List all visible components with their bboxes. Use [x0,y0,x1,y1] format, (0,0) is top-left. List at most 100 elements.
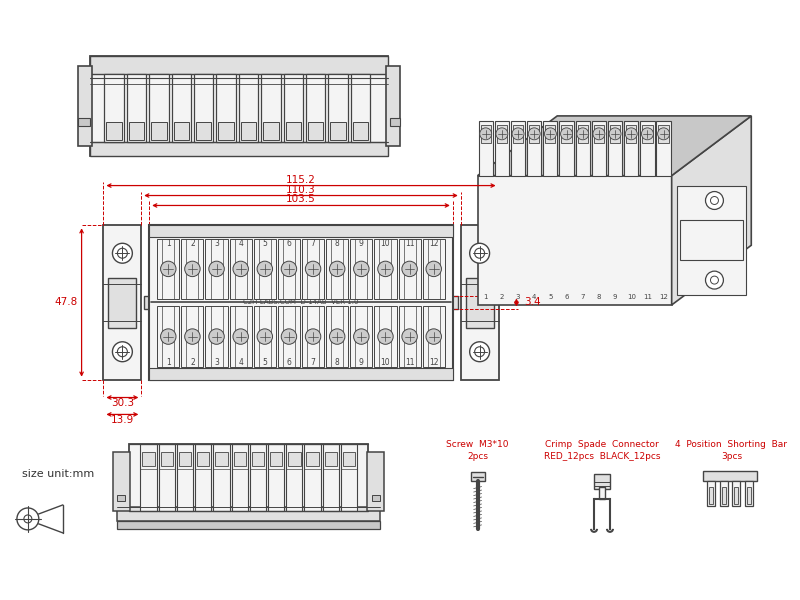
Bar [722,487,726,504]
Bar [372,495,380,501]
Bar [114,452,130,511]
Circle shape [470,342,490,362]
Text: Screw  M3*10: Screw M3*10 [446,440,509,449]
Bar [142,452,154,466]
Circle shape [161,329,176,344]
Text: 4: 4 [238,239,243,248]
Bar [559,121,574,176]
Bar [497,125,507,143]
Bar [283,74,303,142]
Bar [386,66,400,146]
Bar [594,474,610,489]
Bar [592,121,606,176]
Text: C2H-LABS.COM  D-14AB  VER 1.0: C2H-LABS.COM D-14AB VER 1.0 [243,299,358,305]
Text: 11: 11 [405,358,414,367]
Bar [478,176,672,305]
Circle shape [209,261,224,277]
Bar [610,125,620,143]
Bar [529,125,539,143]
Bar [109,278,136,328]
Bar [326,307,348,367]
Circle shape [330,261,345,277]
Bar [422,307,445,367]
Circle shape [354,329,369,344]
Bar [390,118,400,126]
Text: 13.9: 13.9 [110,415,134,425]
Bar [594,125,604,143]
Text: 5: 5 [548,294,553,300]
Bar [150,226,453,380]
Bar [576,121,590,176]
Bar [118,521,380,529]
Bar [543,121,558,176]
Bar [350,307,373,367]
Bar [374,239,397,299]
Bar [206,239,228,299]
Bar [330,122,346,140]
Circle shape [402,329,418,344]
Bar [734,487,738,504]
Bar [150,226,453,238]
Bar [118,495,126,501]
Bar [350,239,373,299]
Bar [174,122,189,140]
Bar [130,444,368,511]
Bar [278,307,300,367]
Bar [218,122,234,140]
Bar [182,307,203,367]
Bar [262,74,281,142]
Bar [194,74,214,142]
Circle shape [257,329,273,344]
Circle shape [257,261,273,277]
Bar [197,452,210,466]
Bar [322,444,339,511]
Bar [286,122,301,140]
Text: 2: 2 [190,358,194,367]
Text: 30.3: 30.3 [111,398,134,409]
Circle shape [282,261,297,277]
Bar [250,444,266,511]
Text: 3: 3 [214,239,219,248]
Text: 10: 10 [381,358,390,367]
Text: 12: 12 [659,294,668,300]
Circle shape [185,329,200,344]
Bar [720,481,727,506]
Bar [702,471,758,481]
Bar [343,452,355,466]
Bar [746,487,750,504]
Circle shape [233,261,249,277]
Bar [103,226,142,380]
Text: 11: 11 [643,294,652,300]
Bar [658,125,669,143]
Bar [254,239,276,299]
Text: 47.8: 47.8 [54,298,78,307]
Bar [288,452,301,466]
Text: 8: 8 [335,358,339,367]
Text: 110.3: 110.3 [286,185,316,194]
Circle shape [706,271,723,289]
Bar [106,122,122,140]
Circle shape [233,329,249,344]
Bar [177,444,193,511]
Bar [608,121,622,176]
Circle shape [185,261,200,277]
Circle shape [470,243,490,263]
Bar [231,444,248,511]
Text: 6: 6 [564,294,569,300]
Bar [640,121,654,176]
Bar [252,452,264,466]
Text: 103.5: 103.5 [286,194,316,205]
Circle shape [609,128,621,140]
Bar [745,481,753,506]
Bar [422,239,445,299]
Circle shape [593,128,605,140]
Bar [513,125,523,143]
Bar [217,74,236,142]
Text: 2: 2 [190,239,194,248]
Bar [158,239,179,299]
Bar [599,487,605,499]
Circle shape [577,128,589,140]
Text: 12: 12 [429,358,438,367]
Bar [302,307,324,367]
Text: 6: 6 [286,358,291,367]
